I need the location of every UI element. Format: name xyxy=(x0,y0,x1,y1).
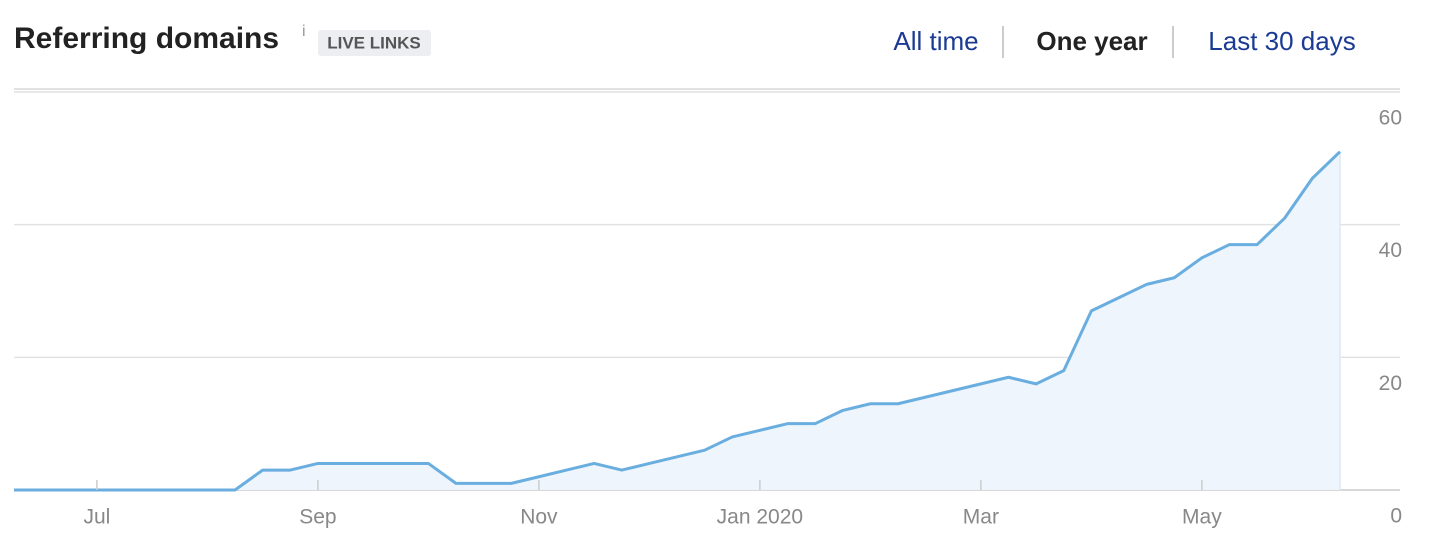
x-tick-label: Nov xyxy=(520,506,558,529)
x-tick-label: Jul xyxy=(83,506,110,529)
x-tick-label: Jan 2020 xyxy=(717,506,803,529)
x-tick-label: Sep xyxy=(299,506,336,529)
badge: LIVE LINKS xyxy=(327,33,421,52)
tab[interactable]: Last 30 days xyxy=(1208,26,1355,56)
chart-title: Referring domains xyxy=(14,22,279,55)
badge-bg xyxy=(318,30,431,56)
tab[interactable]: All time xyxy=(893,26,978,56)
info-icon[interactable]: i xyxy=(302,23,306,40)
y-tick-label: 0 xyxy=(1390,505,1402,528)
x-tick-label: Mar xyxy=(963,506,999,529)
y-tick-label: 40 xyxy=(1379,239,1402,262)
line xyxy=(14,150,1342,492)
area-fill xyxy=(14,151,1340,490)
tab[interactable]: One year xyxy=(1036,26,1147,56)
y-tick-label: 20 xyxy=(1379,372,1402,395)
y-tick-label: 60 xyxy=(1379,107,1402,130)
x-tick-label: May xyxy=(1182,506,1222,529)
